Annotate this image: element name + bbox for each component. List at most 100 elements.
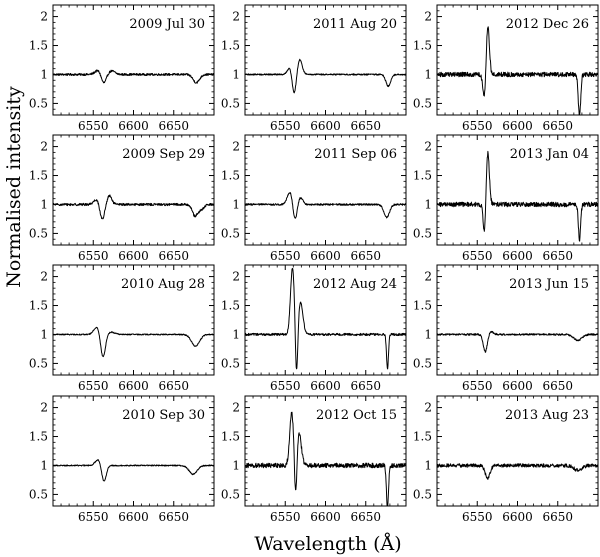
y-tick-label: 1.5 — [221, 430, 240, 444]
y-tick-label: 2 — [424, 10, 432, 24]
spectrum-line — [245, 192, 406, 219]
y-tick-label: 2 — [232, 140, 240, 154]
panel-date-label: 2010 Aug 28 — [121, 277, 205, 292]
y-tick-label: 1.5 — [221, 169, 240, 183]
panel-date-label: 2011 Aug 20 — [313, 17, 397, 32]
y-tick-label: 2 — [424, 270, 432, 284]
x-tick-label: 6600 — [118, 249, 149, 263]
x-tick-label: 6600 — [118, 510, 149, 524]
x-tick-label: 6550 — [78, 249, 109, 263]
x-tick-label: 6650 — [350, 379, 381, 393]
y-tick-label: 1 — [40, 197, 48, 211]
panel-date-label: 2009 Sep 29 — [122, 147, 205, 162]
y-tick-label: 1.5 — [29, 299, 48, 313]
x-tick-label: 6600 — [310, 249, 341, 263]
panel-date-label: 2013 Jun 15 — [509, 277, 589, 292]
y-tick-label: 0.5 — [221, 487, 240, 501]
spectrum-line — [437, 330, 598, 353]
panel-date-label: 2010 Sep 30 — [122, 408, 205, 423]
x-tick-label: 6650 — [542, 510, 573, 524]
y-tick-label: 1 — [40, 67, 48, 81]
spectrum-panel: 6550 6600 6650 0.5 1 1.5 2 2009 Jul 30 — [29, 4, 215, 133]
spectrum-panel: 6550 6600 6650 0.5 1 1.5 2 2009 Sep 29 — [29, 134, 215, 263]
y-axis-title: Normalised intensity — [3, 86, 25, 288]
spectrum-line — [437, 26, 598, 115]
x-tick-label: 6600 — [502, 510, 533, 524]
panel-date-label: 2012 Dec 26 — [506, 17, 589, 32]
x-axis-title: Wavelength (Å) — [254, 533, 401, 555]
y-tick-label: 1.5 — [29, 169, 48, 183]
y-tick-label: 1 — [424, 458, 432, 472]
spectrum-line — [53, 194, 214, 220]
spectrum-line — [437, 150, 598, 242]
y-tick-label: 2 — [232, 270, 240, 284]
x-tick-label: 6600 — [502, 379, 533, 393]
panel-date-label: 2009 Jul 30 — [129, 17, 205, 32]
x-tick-label: 6600 — [310, 119, 341, 133]
panel-date-label: 2012 Oct 15 — [316, 408, 397, 423]
x-tick-label: 6600 — [502, 119, 533, 133]
y-tick-label: 0.5 — [413, 356, 432, 370]
y-tick-label: 1.5 — [29, 430, 48, 444]
x-tick-label: 6550 — [78, 510, 109, 524]
x-tick-label: 6600 — [502, 249, 533, 263]
spectrum-panel: 6550 6600 6650 0.5 1 1.5 2 2012 Aug 24 — [221, 264, 407, 393]
y-tick-label: 2 — [40, 140, 48, 154]
x-tick-label: 6550 — [270, 119, 301, 133]
panel-date-label: 2012 Aug 24 — [313, 277, 397, 292]
y-tick-label: 1 — [40, 327, 48, 341]
y-tick-label: 1.5 — [413, 430, 432, 444]
x-tick-label: 6650 — [158, 249, 189, 263]
panel-date-label: 2013 Aug 23 — [505, 408, 589, 423]
y-tick-label: 1 — [424, 327, 432, 341]
y-tick-label: 1.5 — [29, 39, 48, 53]
x-tick-label: 6600 — [310, 379, 341, 393]
spectrum-panel: 6550 6600 6650 0.5 1 1.5 2 2010 Sep 30 — [29, 395, 215, 524]
x-tick-label: 6650 — [542, 379, 573, 393]
y-tick-label: 1.5 — [413, 299, 432, 313]
y-tick-label: 2 — [40, 10, 48, 24]
y-tick-label: 0.5 — [221, 96, 240, 110]
spectrum-line — [245, 267, 406, 370]
y-tick-label: 0.5 — [413, 487, 432, 501]
y-tick-label: 0.5 — [221, 226, 240, 240]
y-tick-label: 1.5 — [221, 299, 240, 313]
x-tick-label: 6550 — [78, 119, 109, 133]
x-tick-label: 6650 — [158, 119, 189, 133]
y-tick-label: 1 — [424, 67, 432, 81]
spectrum-panel: 6550 6600 6650 0.5 1 1.5 2 2012 Oct 15 — [221, 395, 407, 524]
y-tick-label: 0.5 — [221, 356, 240, 370]
y-tick-label: 1.5 — [413, 39, 432, 53]
spectrum-panel: 6550 6600 6650 0.5 1 1.5 2 2011 Sep 06 — [221, 134, 407, 263]
x-tick-label: 6600 — [118, 379, 149, 393]
x-tick-label: 6650 — [350, 119, 381, 133]
x-tick-label: 6650 — [350, 249, 381, 263]
y-tick-label: 1.5 — [221, 39, 240, 53]
x-tick-label: 6600 — [310, 510, 341, 524]
y-tick-label: 1 — [40, 458, 48, 472]
panel-date-label: 2011 Sep 06 — [314, 147, 397, 162]
x-tick-label: 6550 — [462, 379, 493, 393]
x-tick-label: 6650 — [350, 510, 381, 524]
spectrum-line — [53, 69, 214, 84]
spectrum-line — [245, 411, 406, 506]
spectrum-line — [53, 326, 214, 358]
y-tick-label: 1 — [232, 458, 240, 472]
x-tick-label: 6550 — [462, 510, 493, 524]
y-tick-label: 0.5 — [29, 226, 48, 240]
x-tick-label: 6550 — [270, 249, 301, 263]
y-tick-label: 1 — [424, 197, 432, 211]
x-tick-label: 6550 — [462, 249, 493, 263]
x-tick-label: 6650 — [542, 249, 573, 263]
y-tick-label: 1 — [232, 327, 240, 341]
y-tick-label: 0.5 — [413, 96, 432, 110]
y-tick-label: 0.5 — [29, 96, 48, 110]
y-tick-label: 0.5 — [29, 356, 48, 370]
x-tick-label: 6600 — [118, 119, 149, 133]
spectrum-panel: 6550 6600 6650 0.5 1 1.5 2 2013 Jan 04 — [413, 134, 599, 263]
x-tick-label: 6650 — [158, 379, 189, 393]
y-tick-label: 2 — [424, 140, 432, 154]
spectrum-panel: 6550 6600 6650 0.5 1 1.5 2 2010 Aug 28 — [29, 264, 215, 393]
y-tick-label: 0.5 — [413, 226, 432, 240]
